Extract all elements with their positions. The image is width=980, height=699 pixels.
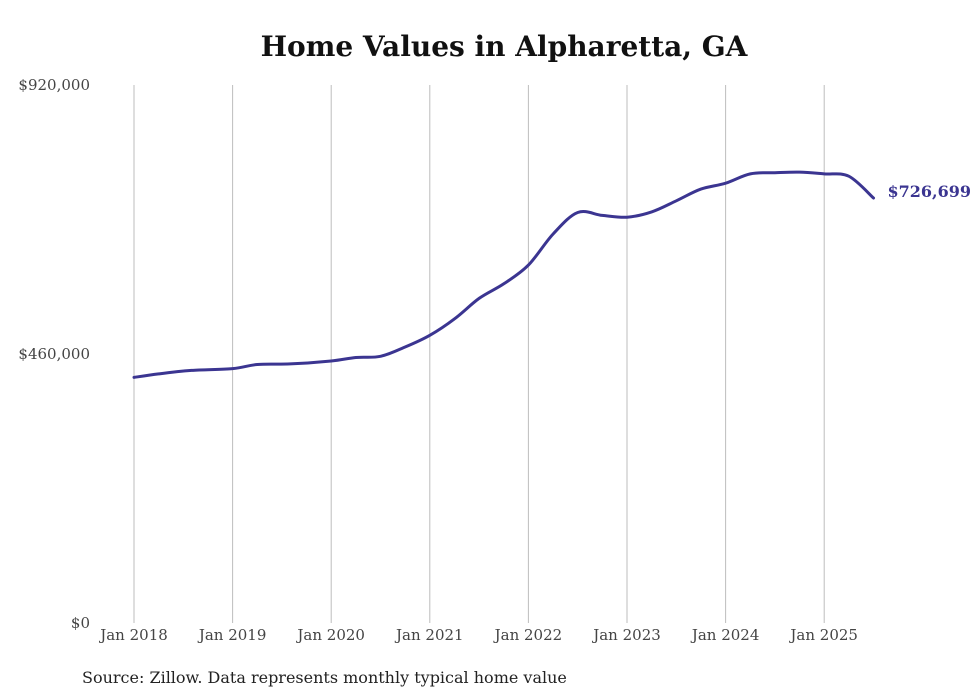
- x-tick-label: Jan 2021: [394, 626, 464, 644]
- x-tick-label: Jan 2025: [788, 626, 858, 644]
- grid-lines: [133, 85, 825, 623]
- y-tick-label: $0: [71, 614, 90, 632]
- y-tick-label: $920,000: [18, 76, 90, 94]
- end-value-label: $726,699: [888, 182, 972, 201]
- chart-title: Home Values in Alpharetta, GA: [260, 30, 748, 63]
- end-label-group: $726,699: [888, 182, 972, 201]
- x-tick-label: Jan 2018: [98, 626, 168, 644]
- line-chart: $0$460,000$920,000 Jan 2018 Jan 2019 Jan 2…: [18, 76, 972, 644]
- x-tick-label: Jan 2020: [295, 626, 365, 644]
- y-axis-ticks: $0 $460,000 $920,000: [18, 76, 90, 632]
- x-tick-label: Jan 2022: [493, 626, 563, 644]
- x-tick-label: Jan 2019: [197, 626, 267, 644]
- source-note: Source: Zillow. Data represents monthly …: [82, 668, 567, 687]
- x-tick-label: Jan 2023: [591, 626, 661, 644]
- home-value-line: [132, 170, 875, 379]
- x-tick-label: Jan 2024: [690, 626, 760, 644]
- x-axis-ticks: Jan 2018 Jan 2019 Jan 2020 Jan 2021 Jan 2022…: [98, 626, 858, 644]
- series-line-group: [132, 170, 875, 379]
- y-tick-label: $460,000: [18, 345, 90, 363]
